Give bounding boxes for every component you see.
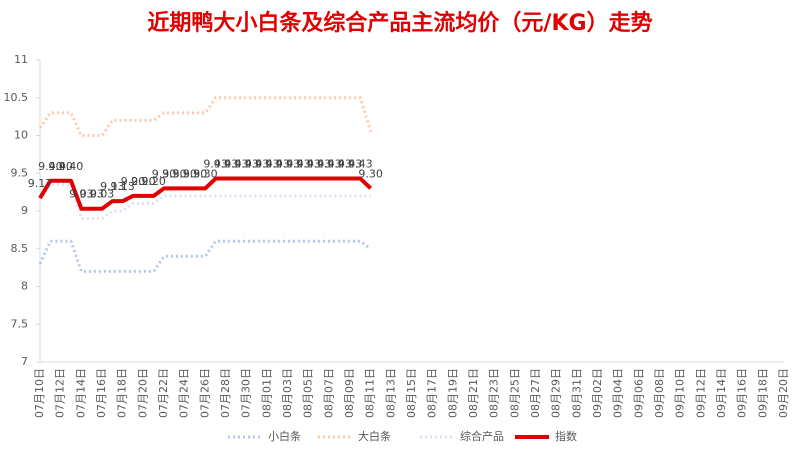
data-label: 9.03 [69, 188, 94, 201]
x-tick-label: 07月24日 [178, 368, 191, 418]
data-label: 9.17 [28, 177, 53, 190]
legend-label: 大白条 [358, 429, 391, 443]
series-line [38, 239, 372, 273]
y-tick-label: 10 [14, 129, 28, 142]
x-tick-label: 08月05日 [302, 368, 315, 418]
data-label: 9.43 [224, 158, 249, 171]
data-label: 9.43 [203, 158, 228, 171]
x-tick-label: 07月22日 [157, 368, 170, 418]
data-label: 9.30 [358, 167, 383, 180]
data-label: 9.03 [90, 188, 115, 201]
x-tick-label: 08月27日 [529, 368, 542, 418]
x-tick-label: 08月09日 [343, 368, 356, 418]
x-tick-label: 08月01日 [260, 368, 273, 418]
x-tick-label: 09月06日 [632, 368, 645, 418]
x-tick-label: 08月07日 [322, 368, 335, 418]
data-label: 9.43 [348, 158, 373, 171]
data-label: 9.43 [338, 158, 363, 171]
series-line [38, 176, 373, 211]
data-label: 9.20 [131, 175, 156, 188]
x-tick-label: 09月04日 [612, 368, 625, 418]
x-tick-label: 08月15日 [405, 368, 418, 418]
legend-label: 综合产品 [460, 429, 504, 443]
data-label: 9.43 [296, 158, 321, 171]
data-label: 9.30 [193, 167, 218, 180]
x-tick-label: 09月08日 [653, 368, 666, 418]
x-tick-label: 08月21日 [467, 368, 480, 418]
x-tick-label: 09月18日 [756, 368, 769, 418]
x-tick-label: 07月14日 [74, 368, 87, 418]
data-label: 9.03 [79, 188, 104, 201]
x-tick-label: 07月28日 [219, 368, 232, 418]
data-label: 9.43 [307, 158, 332, 171]
x-tick-label: 07月12日 [54, 368, 67, 418]
legend-label: 小白条 [268, 429, 301, 443]
x-tick-label: 09月02日 [591, 368, 604, 418]
data-label: 9.43 [286, 158, 311, 171]
x-tick-label: 07月20日 [136, 368, 149, 418]
x-tick-label: 09月14日 [715, 368, 728, 418]
y-tick-label: 10.5 [4, 91, 29, 104]
data-label: 9.20 [141, 175, 166, 188]
x-tick-label: 07月10日 [33, 368, 46, 418]
y-tick-label: 8.5 [11, 242, 29, 255]
legend-label: 指数 [555, 429, 577, 443]
x-tick-label: 07月26日 [198, 368, 211, 418]
data-label: 9.43 [327, 158, 352, 171]
data-label: 9.43 [317, 158, 342, 171]
y-tick-label: 9 [21, 204, 28, 217]
x-tick-label: 08月29日 [550, 368, 563, 418]
x-tick-label: 07月16日 [95, 368, 108, 418]
data-label: 9.40 [38, 160, 63, 173]
data-label: 9.13 [100, 180, 125, 193]
x-tick-label: 08月23日 [488, 368, 501, 418]
x-tick-label: 08月19日 [446, 368, 459, 418]
data-label: 9.43 [214, 158, 239, 171]
data-label: 9.43 [234, 158, 259, 171]
data-label: 9.43 [255, 158, 280, 171]
y-tick-label: 11 [14, 53, 28, 66]
y-tick-label: 7 [21, 355, 28, 368]
data-label: 9.30 [183, 167, 208, 180]
data-label: 9.30 [172, 167, 197, 180]
x-tick-label: 09月20日 [777, 368, 790, 418]
x-tick-label: 08月31日 [570, 368, 583, 418]
series-line [38, 96, 373, 137]
data-label: 9.13 [110, 180, 135, 193]
data-label: 9.43 [245, 158, 270, 171]
data-label: 9.40 [59, 160, 84, 173]
x-tick-label: 07月18日 [116, 368, 129, 418]
x-tick-label: 08月25日 [508, 368, 521, 418]
x-tick-label: 08月13日 [384, 368, 397, 418]
data-label: 9.43 [276, 158, 301, 171]
x-tick-label: 09月16日 [736, 368, 749, 418]
data-label: 9.30 [162, 167, 187, 180]
x-tick-label: 08月03日 [281, 368, 294, 418]
chart-title: 近期鸭大小白条及综合产品主流均价（元/KG）走势 [147, 10, 652, 36]
x-tick-label: 08月11日 [364, 368, 377, 418]
data-label: 9.20 [121, 175, 146, 188]
x-tick-label: 08月17日 [426, 368, 439, 418]
y-tick-label: 7.5 [11, 317, 29, 330]
series-line [38, 183, 371, 221]
y-tick-label: 8 [21, 280, 28, 293]
x-tick-label: 09月10日 [674, 368, 687, 418]
data-label: 9.43 [265, 158, 290, 171]
y-tick-label: 9.5 [11, 166, 29, 179]
x-tick-label: 09月12日 [694, 368, 707, 418]
x-tick-label: 07月30日 [240, 368, 253, 418]
data-label: 9.40 [48, 160, 73, 173]
data-label: 9.30 [152, 167, 177, 180]
